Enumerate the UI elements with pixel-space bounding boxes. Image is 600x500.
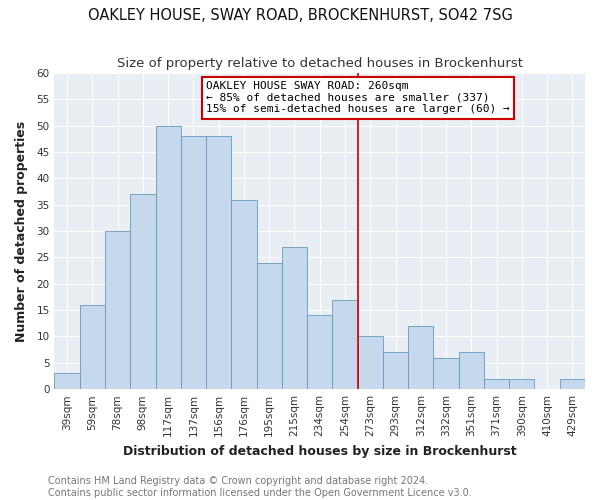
- Bar: [80, 305, 105, 389]
- Bar: [383, 352, 408, 389]
- Text: Contains HM Land Registry data © Crown copyright and database right 2024.
Contai: Contains HM Land Registry data © Crown c…: [48, 476, 472, 498]
- Bar: [105, 231, 130, 389]
- Bar: [282, 247, 307, 389]
- Bar: [408, 326, 433, 389]
- Bar: [155, 126, 181, 389]
- Title: Size of property relative to detached houses in Brockenhurst: Size of property relative to detached ho…: [117, 58, 523, 70]
- Bar: [55, 374, 80, 389]
- Bar: [458, 352, 484, 389]
- Bar: [358, 336, 383, 389]
- Bar: [307, 316, 332, 389]
- Bar: [181, 136, 206, 389]
- Bar: [332, 300, 358, 389]
- Bar: [206, 136, 231, 389]
- Y-axis label: Number of detached properties: Number of detached properties: [15, 120, 28, 342]
- Bar: [484, 378, 509, 389]
- Bar: [257, 262, 282, 389]
- Bar: [560, 378, 585, 389]
- X-axis label: Distribution of detached houses by size in Brockenhurst: Distribution of detached houses by size …: [123, 444, 517, 458]
- Bar: [130, 194, 155, 389]
- Text: OAKLEY HOUSE SWAY ROAD: 260sqm
← 85% of detached houses are smaller (337)
15% of: OAKLEY HOUSE SWAY ROAD: 260sqm ← 85% of …: [206, 81, 510, 114]
- Bar: [509, 378, 535, 389]
- Bar: [231, 200, 257, 389]
- Text: OAKLEY HOUSE, SWAY ROAD, BROCKENHURST, SO42 7SG: OAKLEY HOUSE, SWAY ROAD, BROCKENHURST, S…: [88, 8, 512, 22]
- Bar: [433, 358, 458, 389]
